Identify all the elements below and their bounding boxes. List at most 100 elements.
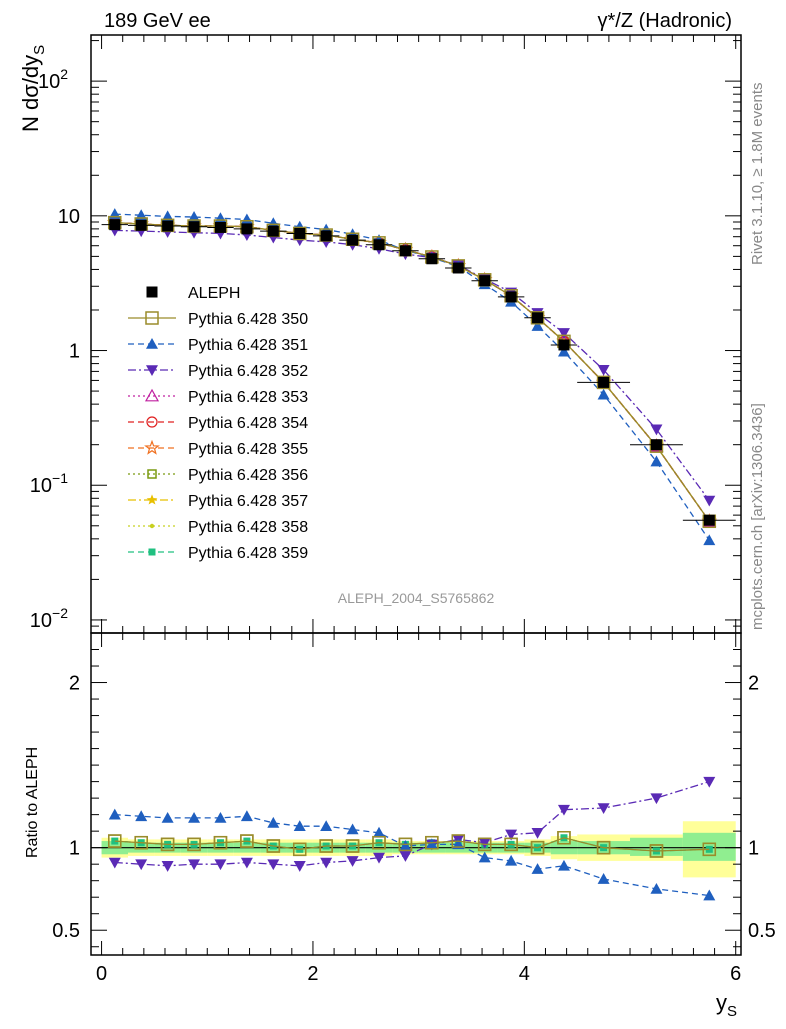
ratio-point [504, 837, 518, 852]
data-point [214, 221, 226, 233]
ratio-point [702, 842, 717, 857]
ratio-point [505, 829, 518, 841]
main-ylabel-sub: S [31, 45, 48, 55]
data-point [294, 227, 306, 239]
ratio-series-pythia-6-428-350 [108, 831, 717, 858]
xlabel-sub: S [727, 1003, 737, 1020]
tick-base: 1 [69, 341, 80, 363]
ratio-point [319, 839, 333, 853]
ratio-y-tick-label: 2 [69, 673, 80, 695]
ratio-point [187, 837, 201, 852]
data-point [558, 339, 570, 351]
data-point [188, 221, 200, 233]
data-point [479, 275, 491, 287]
xlabel: yS [716, 990, 737, 1020]
legend-item: Pythia 6.428 350 [128, 311, 308, 328]
series-line [114, 213, 710, 541]
ratio-point [451, 834, 466, 848]
ratio-point [703, 889, 716, 901]
analysis-id: ALEPH_2004_S5765862 [338, 590, 495, 606]
ratio-point [266, 839, 281, 853]
ratio-band-inner [630, 837, 683, 856]
legend-item: Pythia 6.428 353 [128, 388, 308, 406]
ratio-point [372, 835, 386, 850]
main-y-tick-label: 1 [69, 341, 80, 363]
ratio-point [703, 776, 716, 788]
ratio-frame [90, 632, 742, 956]
ratio-y-tick-label: 1 [69, 838, 80, 860]
data-point [135, 219, 147, 231]
ratio-point [160, 837, 175, 852]
ratio-y-tick-label-right: 2 [748, 673, 759, 695]
ratio-point [267, 816, 280, 828]
x-tick-label: 0 [96, 963, 107, 985]
ratio-point [240, 810, 253, 822]
series-aleph [101, 219, 736, 526]
data-point [373, 239, 385, 251]
data-point [650, 439, 662, 451]
legend-label: Pythia 6.428 359 [188, 545, 308, 562]
ratio-point [399, 840, 412, 851]
tick-base: 10 [38, 71, 60, 93]
ratio-point [134, 835, 148, 850]
ratio-point [240, 857, 253, 869]
ratio-point [108, 808, 121, 820]
ratio-point [293, 861, 306, 872]
ratio-point [373, 852, 386, 864]
main-ylabel-text: N dσ/dy [18, 55, 43, 132]
legend-marker [148, 548, 156, 556]
ratio-point [188, 811, 201, 823]
side-mcplots: mcplots.cern.ch [arXiv:1306.3436] [749, 403, 766, 630]
data-point [598, 376, 610, 388]
series-point [650, 455, 663, 467]
legend-label: Pythia 6.428 351 [188, 337, 308, 354]
series-point [597, 388, 610, 400]
ratio-series-pythia-6-428-351 [108, 808, 716, 901]
ratio-point [557, 859, 570, 871]
data-point [241, 223, 253, 235]
series-point [531, 320, 544, 331]
ratio-y-tick-label-right: 0.5 [748, 920, 776, 942]
data-point [267, 225, 279, 237]
ratio-point [650, 793, 663, 805]
data-point [703, 514, 715, 526]
x-tick-label: 6 [730, 963, 741, 985]
legend-marker [144, 388, 160, 402]
tick-base: 10 [30, 475, 52, 497]
ratio-point [108, 857, 121, 869]
legend-label: Pythia 6.428 357 [188, 493, 308, 510]
tick-base: 10 [30, 610, 52, 632]
legend-label: Pythia 6.428 354 [188, 415, 308, 432]
series-point [703, 534, 716, 546]
ratio-point [161, 811, 174, 823]
legend-marker [144, 439, 160, 455]
tick-base: 10 [58, 206, 80, 228]
main-y-tick-label: 10 [58, 206, 80, 228]
legend-marker [149, 523, 155, 529]
legend-marker [145, 311, 159, 325]
ratio-point [293, 820, 306, 831]
ratio-point [320, 857, 333, 869]
ratio-point [478, 837, 491, 849]
legend-item: Pythia 6.428 351 [128, 337, 308, 354]
data-point [399, 245, 411, 257]
data-point [347, 234, 359, 246]
legend-item: Pythia 6.428 358 [128, 519, 308, 536]
ratio-point [373, 826, 386, 838]
series-point [650, 424, 663, 436]
legend-item: Pythia 6.428 357 [128, 493, 308, 510]
data-point [505, 291, 517, 303]
series-point [267, 217, 280, 229]
ratio-point [650, 882, 663, 894]
series-point [557, 345, 570, 357]
legend-item: Pythia 6.428 354 [128, 415, 308, 432]
tick-exponent: 2 [60, 66, 68, 82]
legend-item: Pythia 6.428 359 [128, 545, 308, 562]
ratio-point [399, 851, 412, 862]
ratio-point [557, 804, 570, 816]
ratio-point [188, 859, 201, 871]
ratio-series [108, 776, 717, 901]
legend-label: Pythia 6.428 358 [188, 519, 308, 536]
